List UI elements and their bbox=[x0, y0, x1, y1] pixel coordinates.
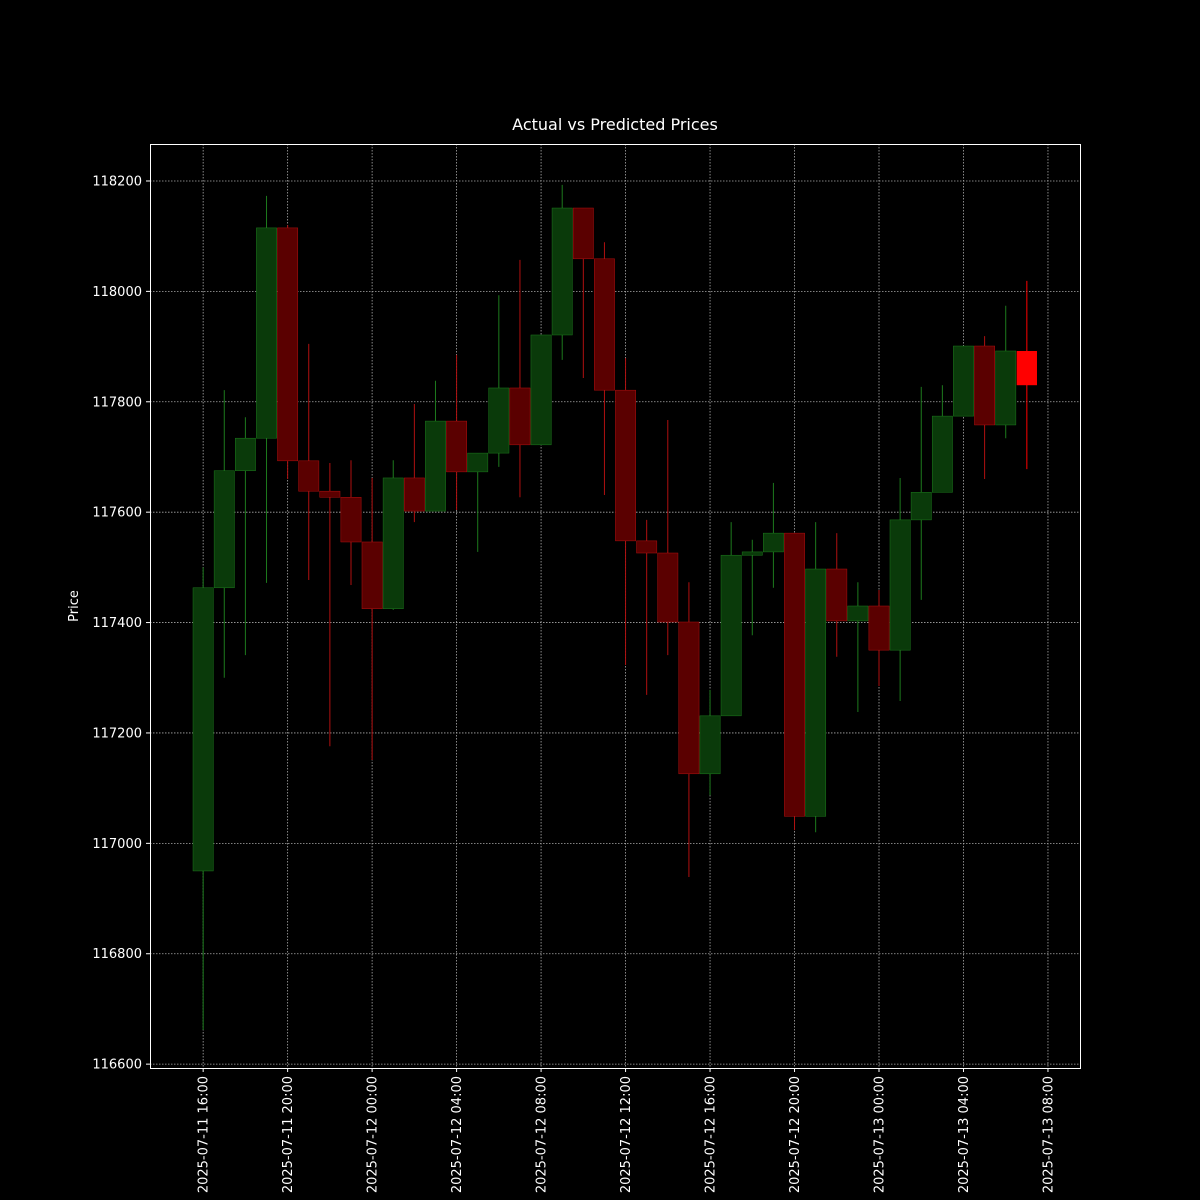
chart-title: Actual vs Predicted Prices bbox=[512, 115, 718, 134]
candle-body bbox=[868, 605, 890, 651]
candle-body bbox=[572, 207, 594, 260]
candle-body bbox=[889, 519, 911, 651]
y-tick-label: 117200 bbox=[92, 726, 142, 741]
x-tick-label: 2025-07-13 04:00 bbox=[957, 1076, 972, 1193]
candle-body bbox=[847, 605, 869, 622]
x-tick-label: 2025-07-13 00:00 bbox=[873, 1076, 888, 1193]
candle-body bbox=[636, 540, 658, 554]
candle-body bbox=[425, 420, 446, 512]
candle-body bbox=[594, 258, 615, 391]
x-tick-label: 2025-07-12 08:00 bbox=[535, 1076, 550, 1193]
candle-body bbox=[256, 227, 277, 439]
candle-body bbox=[467, 452, 489, 473]
y-tick-label: 118200 bbox=[92, 174, 142, 189]
candle-body bbox=[763, 532, 784, 553]
predicted-body bbox=[1016, 350, 1037, 386]
candle-body bbox=[720, 554, 742, 717]
candle-body bbox=[657, 552, 679, 623]
y-tick-label: 117000 bbox=[92, 837, 142, 852]
candle-body bbox=[235, 437, 256, 472]
y-tick-label: 117600 bbox=[92, 506, 142, 521]
candle-body bbox=[361, 541, 383, 610]
x-tick-label: 2025-07-12 12:00 bbox=[619, 1076, 634, 1193]
candle-body bbox=[995, 350, 1017, 426]
x-tick-label: 2025-07-12 00:00 bbox=[366, 1076, 381, 1193]
candle-body bbox=[192, 587, 214, 872]
candle-body bbox=[340, 497, 362, 543]
candle-body bbox=[446, 420, 467, 473]
x-tick-label: 2025-07-11 20:00 bbox=[281, 1076, 296, 1193]
candle-body bbox=[551, 207, 573, 336]
candle-body bbox=[298, 460, 320, 492]
candle-body bbox=[678, 621, 700, 775]
candle-body bbox=[784, 532, 805, 817]
candle-body bbox=[805, 568, 827, 817]
y-tick-label: 118000 bbox=[92, 285, 142, 300]
candle-body bbox=[382, 477, 404, 610]
candle-body bbox=[931, 415, 953, 493]
x-tick-label: 2025-07-11 16:00 bbox=[197, 1076, 212, 1193]
y-tick-label: 116800 bbox=[92, 947, 142, 962]
x-tick-label: 2025-07-13 08:00 bbox=[1041, 1076, 1056, 1193]
y-tick-label: 117400 bbox=[92, 616, 142, 631]
plot-frame bbox=[150, 144, 1081, 1069]
candle-body bbox=[826, 568, 848, 622]
candle-body bbox=[403, 477, 425, 512]
candle-body bbox=[213, 470, 235, 589]
candle-body bbox=[699, 715, 721, 775]
candle-body bbox=[509, 387, 531, 446]
candle-body bbox=[910, 492, 932, 521]
x-tick-label: 2025-07-12 16:00 bbox=[704, 1076, 719, 1193]
x-tick-label: 2025-07-12 04:00 bbox=[450, 1076, 465, 1193]
candle-body bbox=[488, 387, 510, 454]
y-axis-label: Price bbox=[67, 590, 82, 622]
y-tick-label: 117800 bbox=[92, 395, 142, 410]
x-tick-label: 2025-07-12 20:00 bbox=[788, 1076, 803, 1193]
candle-body bbox=[741, 551, 763, 556]
candle-body bbox=[615, 389, 636, 542]
y-tick-label: 116600 bbox=[92, 1058, 142, 1073]
candle-body bbox=[319, 490, 341, 498]
candle-body bbox=[974, 345, 995, 426]
candle-body bbox=[953, 345, 974, 417]
candle-body bbox=[530, 334, 552, 446]
candle-body bbox=[277, 227, 299, 462]
